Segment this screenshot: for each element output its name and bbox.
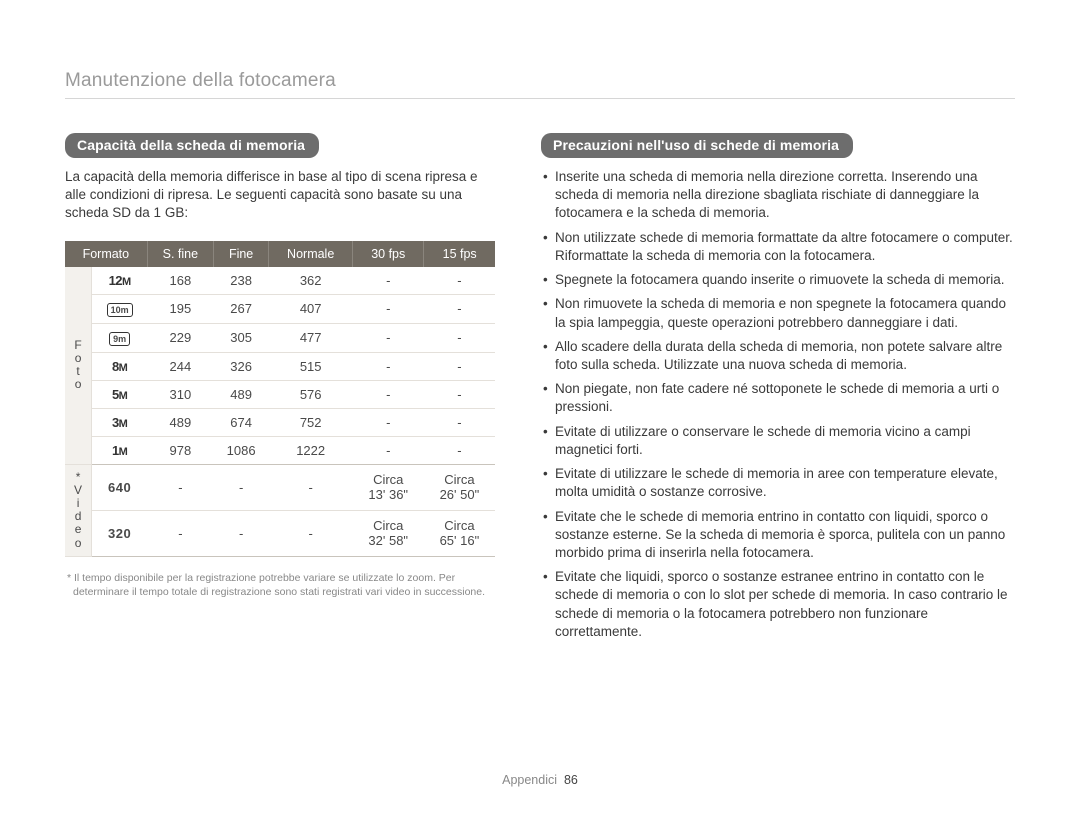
- th-formato: Formato: [65, 241, 147, 267]
- list-item: Non utilizzate schede di memoria formatt…: [541, 229, 1015, 265]
- right-column: Precauzioni nell'uso di schede di memori…: [541, 133, 1015, 647]
- cell-format: 5M: [92, 380, 148, 408]
- th-30fps: 30 fps: [353, 241, 424, 267]
- list-item: Non rimuovete la scheda di memoria e non…: [541, 295, 1015, 331]
- cell-15fps: -: [424, 323, 495, 352]
- cell-15fps: -: [424, 380, 495, 408]
- cell-15fps: Circa26' 50": [424, 464, 495, 510]
- cell-fine: 305: [214, 323, 269, 352]
- cell-sfine: 244: [147, 352, 213, 380]
- cell-sfine: 229: [147, 323, 213, 352]
- table-row: 1M97810861222--: [65, 436, 495, 464]
- table-row: 8M244326515--: [65, 352, 495, 380]
- th-fine: Fine: [214, 241, 269, 267]
- cell-format: 9m: [92, 323, 148, 352]
- list-item: Allo scadere della durata della scheda d…: [541, 338, 1015, 374]
- cell-15fps: -: [424, 267, 495, 295]
- cell-format: 10m: [92, 294, 148, 323]
- table-row: 5M310489576--: [65, 380, 495, 408]
- cell-normale: 362: [269, 267, 353, 295]
- cell-sfine: -: [147, 464, 213, 510]
- cell-normale: 752: [269, 408, 353, 436]
- cell-normale: -: [269, 510, 353, 556]
- list-item: Inserite una scheda di memoria nella dir…: [541, 168, 1015, 223]
- table-row: 3M489674752--: [65, 408, 495, 436]
- table-row: *Video640---Circa13' 36"Circa26' 50": [65, 464, 495, 510]
- cell-sfine: -: [147, 510, 213, 556]
- two-column-layout: Capacità della scheda di memoria La capa…: [65, 133, 1015, 647]
- table-row: 9m229305477--: [65, 323, 495, 352]
- cell-sfine: 489: [147, 408, 213, 436]
- cell-normale: 515: [269, 352, 353, 380]
- cell-30fps: -: [353, 323, 424, 352]
- cell-format: 1M: [92, 436, 148, 464]
- list-item: Evitate di utilizzare le schede di memor…: [541, 465, 1015, 501]
- list-item: Non piegate, non fate cadere né sottopon…: [541, 380, 1015, 416]
- cell-normale: 1222: [269, 436, 353, 464]
- list-item: Spegnete la fotocamera quando inserite o…: [541, 271, 1015, 289]
- left-column: Capacità della scheda di memoria La capa…: [65, 133, 495, 647]
- section-heading-capacity: Capacità della scheda di memoria: [65, 133, 319, 158]
- cell-fine: -: [214, 464, 269, 510]
- page-title: Manutenzione della fotocamera: [65, 70, 1015, 92]
- cell-fine: 674: [214, 408, 269, 436]
- title-rule: [65, 98, 1015, 99]
- table-header-row: Formato S. fine Fine Normale 30 fps 15 f…: [65, 241, 495, 267]
- cell-30fps: -: [353, 408, 424, 436]
- footer-section-label: Appendici: [502, 773, 557, 787]
- th-15fps: 15 fps: [424, 241, 495, 267]
- cell-sfine: 195: [147, 294, 213, 323]
- cell-sfine: 168: [147, 267, 213, 295]
- cell-30fps: -: [353, 436, 424, 464]
- cell-format: 640: [92, 464, 148, 510]
- table-footnote: * Il tempo disponibile per la registrazi…: [65, 571, 495, 600]
- list-item: Evitate di utilizzare o conservare le sc…: [541, 423, 1015, 459]
- capacity-intro-text: La capacità della memoria differisce in …: [65, 168, 495, 223]
- cell-fine: 326: [214, 352, 269, 380]
- cell-15fps: -: [424, 436, 495, 464]
- cell-fine: 267: [214, 294, 269, 323]
- cell-fine: 1086: [214, 436, 269, 464]
- cell-fine: 238: [214, 267, 269, 295]
- cell-15fps: -: [424, 408, 495, 436]
- cell-30fps: -: [353, 267, 424, 295]
- cell-fine: 489: [214, 380, 269, 408]
- precautions-list: Inserite una scheda di memoria nella dir…: [541, 168, 1015, 641]
- cell-30fps: -: [353, 380, 424, 408]
- cell-15fps: Circa65' 16": [424, 510, 495, 556]
- table-row: Foto12M168238362--: [65, 267, 495, 295]
- page-footer: Appendici 86: [0, 773, 1080, 787]
- cell-format: 320: [92, 510, 148, 556]
- capacity-table: Formato S. fine Fine Normale 30 fps 15 f…: [65, 241, 495, 557]
- cell-format: 8M: [92, 352, 148, 380]
- cell-format: 3M: [92, 408, 148, 436]
- cell-30fps: Circa13' 36": [353, 464, 424, 510]
- list-item: Evitate che liquidi, sporco o sostanze e…: [541, 568, 1015, 641]
- cell-30fps: -: [353, 294, 424, 323]
- cell-30fps: -: [353, 352, 424, 380]
- section-heading-precautions: Precauzioni nell'uso di schede di memori…: [541, 133, 853, 158]
- cell-15fps: -: [424, 294, 495, 323]
- th-sfine: S. fine: [147, 241, 213, 267]
- footer-page-number: 86: [564, 773, 578, 787]
- list-item: Evitate che le schede di memoria entrino…: [541, 508, 1015, 563]
- table-row: 320---Circa32' 58"Circa65' 16": [65, 510, 495, 556]
- table-row: 10m195267407--: [65, 294, 495, 323]
- cell-normale: 407: [269, 294, 353, 323]
- cell-sfine: 310: [147, 380, 213, 408]
- cell-normale: 477: [269, 323, 353, 352]
- cell-30fps: Circa32' 58": [353, 510, 424, 556]
- cell-15fps: -: [424, 352, 495, 380]
- cell-normale: -: [269, 464, 353, 510]
- cell-normale: 576: [269, 380, 353, 408]
- side-label-video: *Video: [65, 464, 92, 556]
- cell-fine: -: [214, 510, 269, 556]
- cell-format: 12M: [92, 267, 148, 295]
- side-label-photo: Foto: [65, 267, 92, 465]
- th-normale: Normale: [269, 241, 353, 267]
- cell-sfine: 978: [147, 436, 213, 464]
